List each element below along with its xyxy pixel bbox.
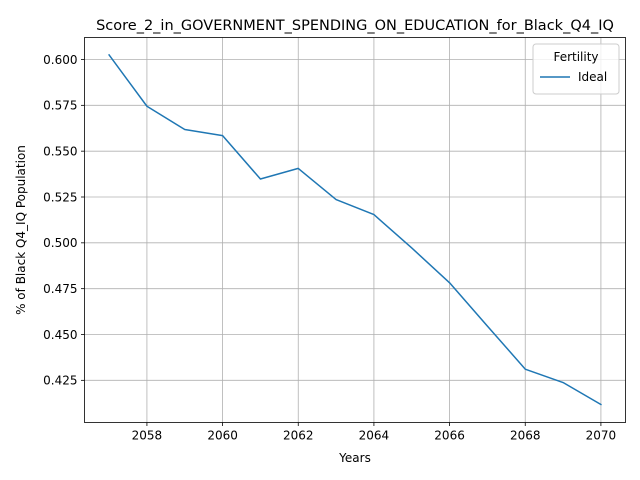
series-layer	[108, 53, 602, 406]
y-tick-label: 0.550	[43, 144, 77, 158]
y-tick-label: 0.600	[43, 53, 77, 67]
chart-title: Score_2_in_GOVERNMENT_SPENDING_ON_EDUCAT…	[96, 18, 614, 34]
x-tick-label: 2060	[207, 429, 238, 443]
x-axis-label: Years	[338, 451, 371, 465]
legend-label-ideal: Ideal	[578, 70, 607, 84]
y-axis: 0.425 0.450 0.475 0.500 0.525 0.550 0.575 0.600	[43, 53, 85, 388]
y-axis-label: % of Black Q4_IQ Population	[14, 145, 28, 315]
y-tick-label: 0.575	[43, 99, 77, 113]
x-tick-label: 2058	[132, 429, 163, 443]
series-line-ideal	[108, 53, 602, 406]
legend-box	[532, 43, 620, 95]
legend: Fertility Ideal	[532, 43, 620, 95]
y-tick-label: 0.525	[43, 190, 77, 204]
y-tick-label: 0.475	[43, 282, 77, 296]
x-tick-label: 2068	[510, 429, 541, 443]
y-tick-label: 0.450	[43, 328, 77, 342]
grid	[84, 37, 626, 423]
x-tick-label: 2062	[283, 429, 314, 443]
legend-title: Fertility	[553, 50, 598, 64]
y-tick-label: 0.500	[43, 236, 77, 250]
x-tick-label: 2070	[586, 429, 617, 443]
x-tick-label: 2064	[359, 429, 390, 443]
x-tick-label: 2066	[434, 429, 465, 443]
x-axis: 2058 2060 2062 2064 2066 2068 2070	[132, 422, 617, 443]
plot-frame	[84, 37, 626, 423]
y-tick-label: 0.425	[43, 374, 77, 388]
